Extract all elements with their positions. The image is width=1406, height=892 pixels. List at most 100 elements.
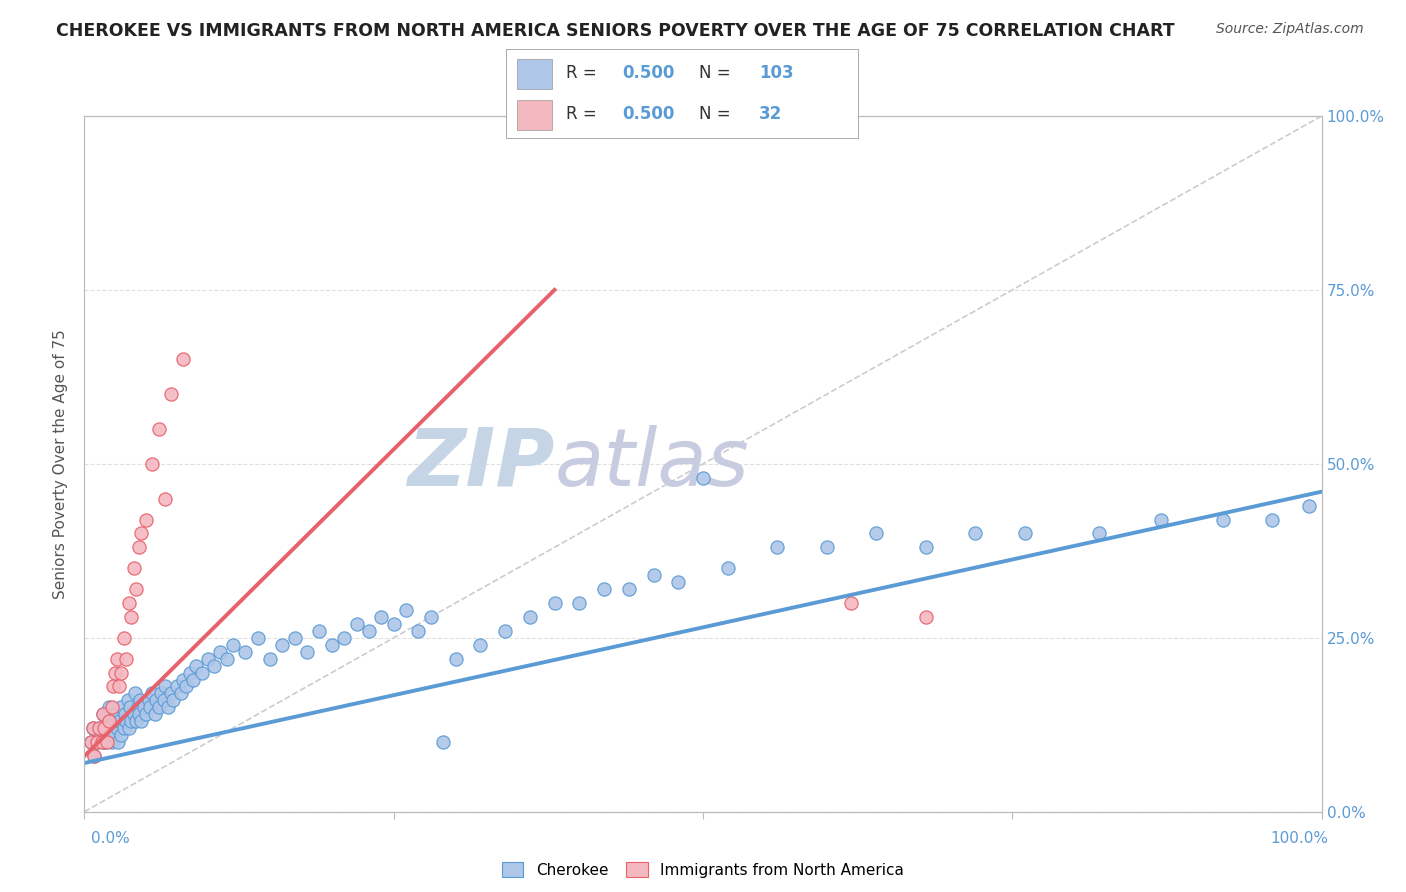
- Point: [865, 526, 887, 541]
- Point: [494, 624, 516, 638]
- Point: [152, 693, 174, 707]
- Point: [321, 638, 343, 652]
- Point: [617, 582, 640, 596]
- Point: [370, 610, 392, 624]
- Point: [271, 638, 294, 652]
- Point: [91, 707, 114, 722]
- Point: [160, 686, 183, 700]
- Text: 103: 103: [759, 64, 794, 82]
- Point: [143, 707, 166, 722]
- Point: [86, 735, 108, 749]
- Point: [233, 645, 256, 659]
- Point: [110, 700, 132, 714]
- Point: [79, 735, 101, 749]
- Text: Source: ZipAtlas.com: Source: ZipAtlas.com: [1216, 22, 1364, 37]
- Point: [110, 665, 132, 680]
- Point: [120, 714, 142, 729]
- Point: [215, 651, 238, 665]
- Point: [79, 735, 101, 749]
- Point: [128, 707, 150, 722]
- Point: [444, 651, 467, 665]
- Point: [105, 651, 128, 665]
- Point: [174, 680, 197, 694]
- Point: [127, 700, 149, 714]
- Point: [108, 714, 131, 729]
- Point: [82, 721, 104, 735]
- Point: [125, 714, 148, 729]
- Text: ZIP: ZIP: [408, 425, 554, 503]
- Point: [519, 610, 541, 624]
- Point: [124, 686, 146, 700]
- Point: [184, 658, 207, 673]
- Point: [122, 561, 145, 575]
- Point: [122, 707, 145, 722]
- Point: [692, 109, 714, 123]
- Point: [114, 707, 136, 722]
- Point: [692, 471, 714, 485]
- Point: [357, 624, 380, 638]
- Point: [162, 693, 184, 707]
- Point: [129, 714, 152, 729]
- Point: [132, 700, 155, 714]
- Point: [103, 728, 125, 742]
- Point: [246, 631, 269, 645]
- Legend: Cherokee, Immigrants from North America: Cherokee, Immigrants from North America: [496, 856, 910, 884]
- Point: [1212, 512, 1234, 526]
- Point: [89, 728, 111, 742]
- Text: 0.500: 0.500: [621, 64, 675, 82]
- Text: atlas: atlas: [554, 425, 749, 503]
- Point: [153, 680, 176, 694]
- Point: [333, 631, 356, 645]
- Point: [1088, 526, 1111, 541]
- Point: [259, 651, 281, 665]
- Point: [98, 728, 121, 742]
- Point: [117, 693, 139, 707]
- Bar: [517, 59, 551, 89]
- Point: [666, 575, 689, 590]
- Point: [83, 749, 105, 764]
- Point: [593, 582, 616, 596]
- Point: [170, 686, 193, 700]
- Point: [148, 700, 170, 714]
- Point: [100, 700, 122, 714]
- Point: [172, 352, 194, 367]
- Point: [120, 700, 142, 714]
- Y-axis label: Seniors Poverty Over the Age of 75: Seniors Poverty Over the Age of 75: [53, 329, 69, 599]
- Text: 100.0%: 100.0%: [1271, 831, 1329, 846]
- Point: [1150, 512, 1173, 526]
- Point: [419, 610, 441, 624]
- Text: 32: 32: [759, 105, 783, 123]
- Point: [94, 735, 117, 749]
- Point: [172, 673, 194, 687]
- Point: [1261, 512, 1284, 526]
- Text: 0.0%: 0.0%: [91, 831, 131, 846]
- Text: N =: N =: [700, 64, 731, 82]
- Point: [112, 721, 135, 735]
- Point: [470, 638, 492, 652]
- Point: [120, 610, 142, 624]
- Point: [295, 645, 318, 659]
- Point: [100, 735, 122, 749]
- Point: [284, 631, 307, 645]
- Point: [98, 700, 121, 714]
- Point: [841, 596, 863, 610]
- Point: [408, 624, 430, 638]
- Point: [90, 735, 112, 749]
- Point: [160, 387, 183, 401]
- Point: [141, 686, 163, 700]
- Point: [89, 721, 111, 735]
- Point: [86, 735, 108, 749]
- Point: [101, 680, 124, 694]
- Point: [914, 610, 936, 624]
- Point: [96, 735, 118, 749]
- Point: [179, 665, 201, 680]
- Point: [395, 603, 418, 617]
- Point: [135, 707, 157, 722]
- Point: [197, 651, 219, 665]
- Point: [129, 526, 152, 541]
- Point: [543, 596, 565, 610]
- Point: [89, 721, 111, 735]
- Point: [96, 721, 118, 735]
- Point: [181, 673, 204, 687]
- Point: [150, 686, 173, 700]
